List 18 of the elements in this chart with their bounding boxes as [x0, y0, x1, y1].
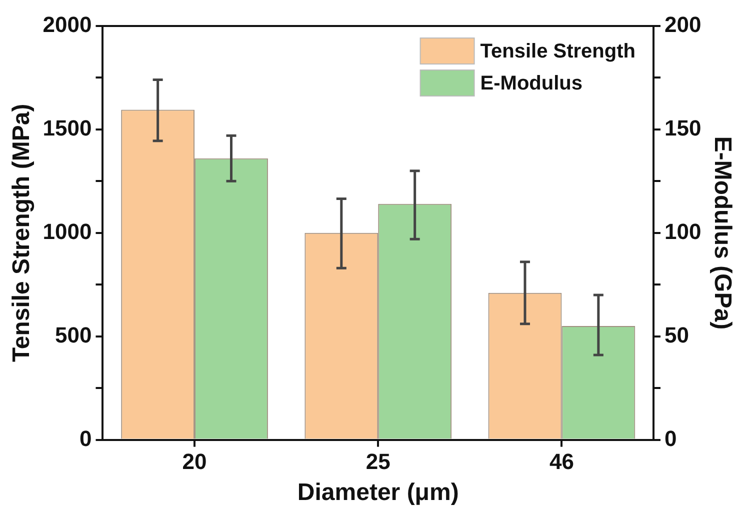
y-tick-label: 0 [79, 426, 92, 451]
legend-label: E-Modulus [480, 72, 583, 95]
x-tick-label: 25 [366, 449, 390, 474]
y-axis-title: Tensile Strength (MPa) [8, 104, 36, 362]
y2-tick-label: 100 [664, 218, 702, 244]
x-axis-title: Diameter (μm) [297, 479, 459, 506]
y-tick-label: 500 [55, 322, 92, 348]
x-tick-label: 20 [182, 449, 207, 474]
y2-tick-label: 150 [664, 116, 702, 141]
y-tick-label: 2000 [42, 12, 92, 38]
x-tick-label: 46 [549, 449, 574, 474]
y-tick-label: 1000 [42, 218, 92, 244]
y2-tick-label: 50 [664, 322, 689, 348]
y2-axis-title: E-Modulus (GPa) [708, 136, 736, 330]
y-tick-label: 1500 [42, 116, 92, 141]
y2-tick-label: 0 [664, 426, 677, 451]
y2-tick-label: 200 [664, 12, 702, 38]
legend-label: Tensile Strength [480, 40, 636, 63]
